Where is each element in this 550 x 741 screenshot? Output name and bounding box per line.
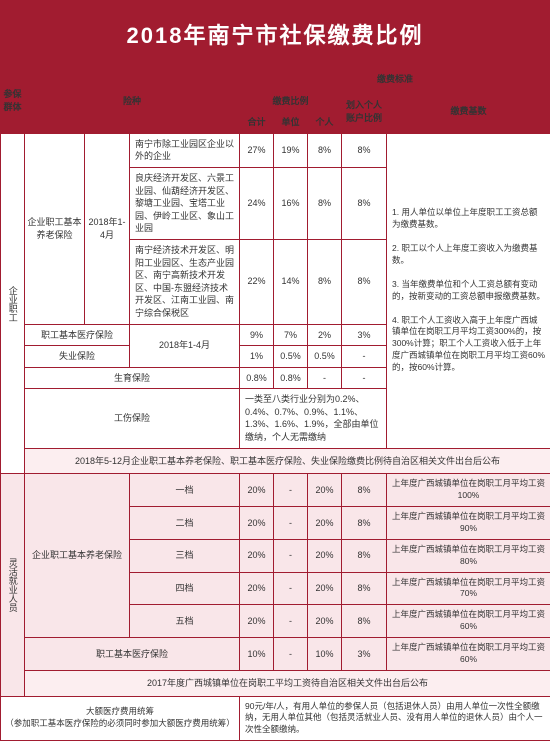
cell: 20% (240, 539, 274, 572)
pooling-name: 大额医疗费用统筹 （参加职工基本医疗保险的必须同时参加大额医疗费用统筹） (1, 696, 240, 741)
maternity-name: 生育保险 (25, 367, 240, 389)
cell: 20% (240, 507, 274, 540)
scope-b: 良庆经济开发区、六景工业园、仙葫经济开发区、黎塘工业园、宝塔工业园、伊岭工业区、… (130, 167, 240, 239)
cell: 20% (240, 572, 274, 605)
col-basis: 缴费基数 (387, 90, 550, 133)
col-group: 参保群体 (1, 69, 25, 134)
group-flexible: 灵活就业人员 (1, 474, 25, 696)
cell: - (274, 474, 308, 507)
flex-med-basis: 上年度广西城镇单位在岗职工月平均工资60% (387, 638, 550, 671)
cell: 8% (342, 605, 387, 638)
scope-a: 南宁市除工业园区企业以外的企业 (130, 133, 240, 167)
cell: 0.5% (308, 346, 342, 368)
tier-basis: 上年度广西城镇单位在岗职工月平均工资80% (387, 539, 550, 572)
cell: 16% (274, 167, 308, 239)
cell: 20% (308, 539, 342, 572)
tier-basis: 上年度广西城镇单位在岗职工月平均工资60% (387, 605, 550, 638)
announce-2: 2017年度广西城镇单位在岗职工平均工资待自治区相关文件出台后公布 (25, 670, 550, 696)
cell: 20% (308, 474, 342, 507)
flex-med-name: 职工基本医疗保险 (25, 638, 240, 671)
tier-basis: 上年度广西城镇单位在岗职工月平均工资90% (387, 507, 550, 540)
cell: 0.8% (274, 367, 308, 389)
cell: 20% (308, 605, 342, 638)
med-name: 职工基本医疗保险 (25, 324, 130, 346)
period2: 2018年1-4月 (130, 324, 240, 367)
col-ratio: 缴费比例 (240, 90, 342, 112)
cell: 8% (308, 133, 342, 167)
col-total: 合计 (240, 112, 274, 134)
page-title: 2018年南宁市社保缴费比例 (0, 0, 550, 68)
cell: 8% (342, 474, 387, 507)
cell: 22% (240, 239, 274, 324)
col-standard: 缴费标准 (240, 69, 550, 91)
cell: 3% (342, 324, 387, 346)
cell: 0.5% (274, 346, 308, 368)
cell: 20% (308, 572, 342, 605)
cell: 8% (342, 167, 387, 239)
social-insurance-table: 参保群体 险种 缴费标准 缴费比例 划入个人账户比例 缴费基数 合计 单位 个人… (0, 68, 550, 741)
tier-name: 二档 (130, 507, 240, 540)
col-individual: 个人 (308, 112, 342, 134)
tier-name: 一档 (130, 474, 240, 507)
cell: 8% (342, 133, 387, 167)
cell: 2% (308, 324, 342, 346)
tier-name: 三档 (130, 539, 240, 572)
cell: - (342, 367, 387, 389)
col-acct: 划入个人账户比例 (342, 90, 387, 133)
period1: 2018年1-4月 (85, 133, 130, 324)
cell: 3% (342, 638, 387, 671)
pension-company: 企业职工基本养老保险 (25, 133, 85, 324)
cell: 7% (274, 324, 308, 346)
cell: - (274, 638, 308, 671)
cell: - (308, 367, 342, 389)
cell: 10% (308, 638, 342, 671)
cell: 19% (274, 133, 308, 167)
col-type: 险种 (25, 69, 240, 134)
cell: 1% (240, 346, 274, 368)
cell: - (342, 346, 387, 368)
cell: 8% (308, 167, 342, 239)
announce-1: 2018年5-12月企业职工基本养老保险、职工基本医疗保险、失业保险缴费比例待自… (25, 448, 550, 474)
cell: 24% (240, 167, 274, 239)
tier-name: 五档 (130, 605, 240, 638)
cell: 20% (240, 605, 274, 638)
cell: 8% (342, 239, 387, 324)
cell: - (274, 539, 308, 572)
col-company: 单位 (274, 112, 308, 134)
cell: 8% (308, 239, 342, 324)
cell: 27% (240, 133, 274, 167)
cell: 8% (342, 572, 387, 605)
flex-pension: 企业职工基本养老保险 (25, 474, 130, 638)
injury-text: 一类至八类行业分别为0.2%、0.4%、0.7%、0.9%、1.1%、1.3%、… (240, 389, 387, 448)
pooling-text: 90元/年/人，有用人单位的参保人员（包括退休人员）由用人单位一次性全额缴纳，无… (240, 696, 550, 741)
injury-name: 工伤保险 (25, 389, 240, 448)
cell: 0.8% (240, 367, 274, 389)
tier-basis: 上年度广西城镇单位在岗职工月平均工资70% (387, 572, 550, 605)
unemp-name: 失业保险 (25, 346, 130, 368)
cell: - (274, 605, 308, 638)
tier-name: 四档 (130, 572, 240, 605)
cell: - (274, 572, 308, 605)
tier-basis: 上年度广西城镇单位在岗职工月平均工资100% (387, 474, 550, 507)
cell: 20% (240, 474, 274, 507)
cell: 14% (274, 239, 308, 324)
cell: 8% (342, 539, 387, 572)
scope-c: 南宁经济技术开发区、明阳工业园区、生态产业园区、南宁高新技术开发区、中国-东盟经… (130, 239, 240, 324)
cell: 10% (240, 638, 274, 671)
cell: 9% (240, 324, 274, 346)
cell: 20% (308, 507, 342, 540)
group-enterprise: 企业职工 (1, 133, 25, 473)
cell: - (274, 507, 308, 540)
cell: 8% (342, 507, 387, 540)
basis-notes: 1. 用人单位以单位上年度职工工资总额为缴费基数。 2. 职工以个人上年度工资收… (387, 133, 550, 448)
